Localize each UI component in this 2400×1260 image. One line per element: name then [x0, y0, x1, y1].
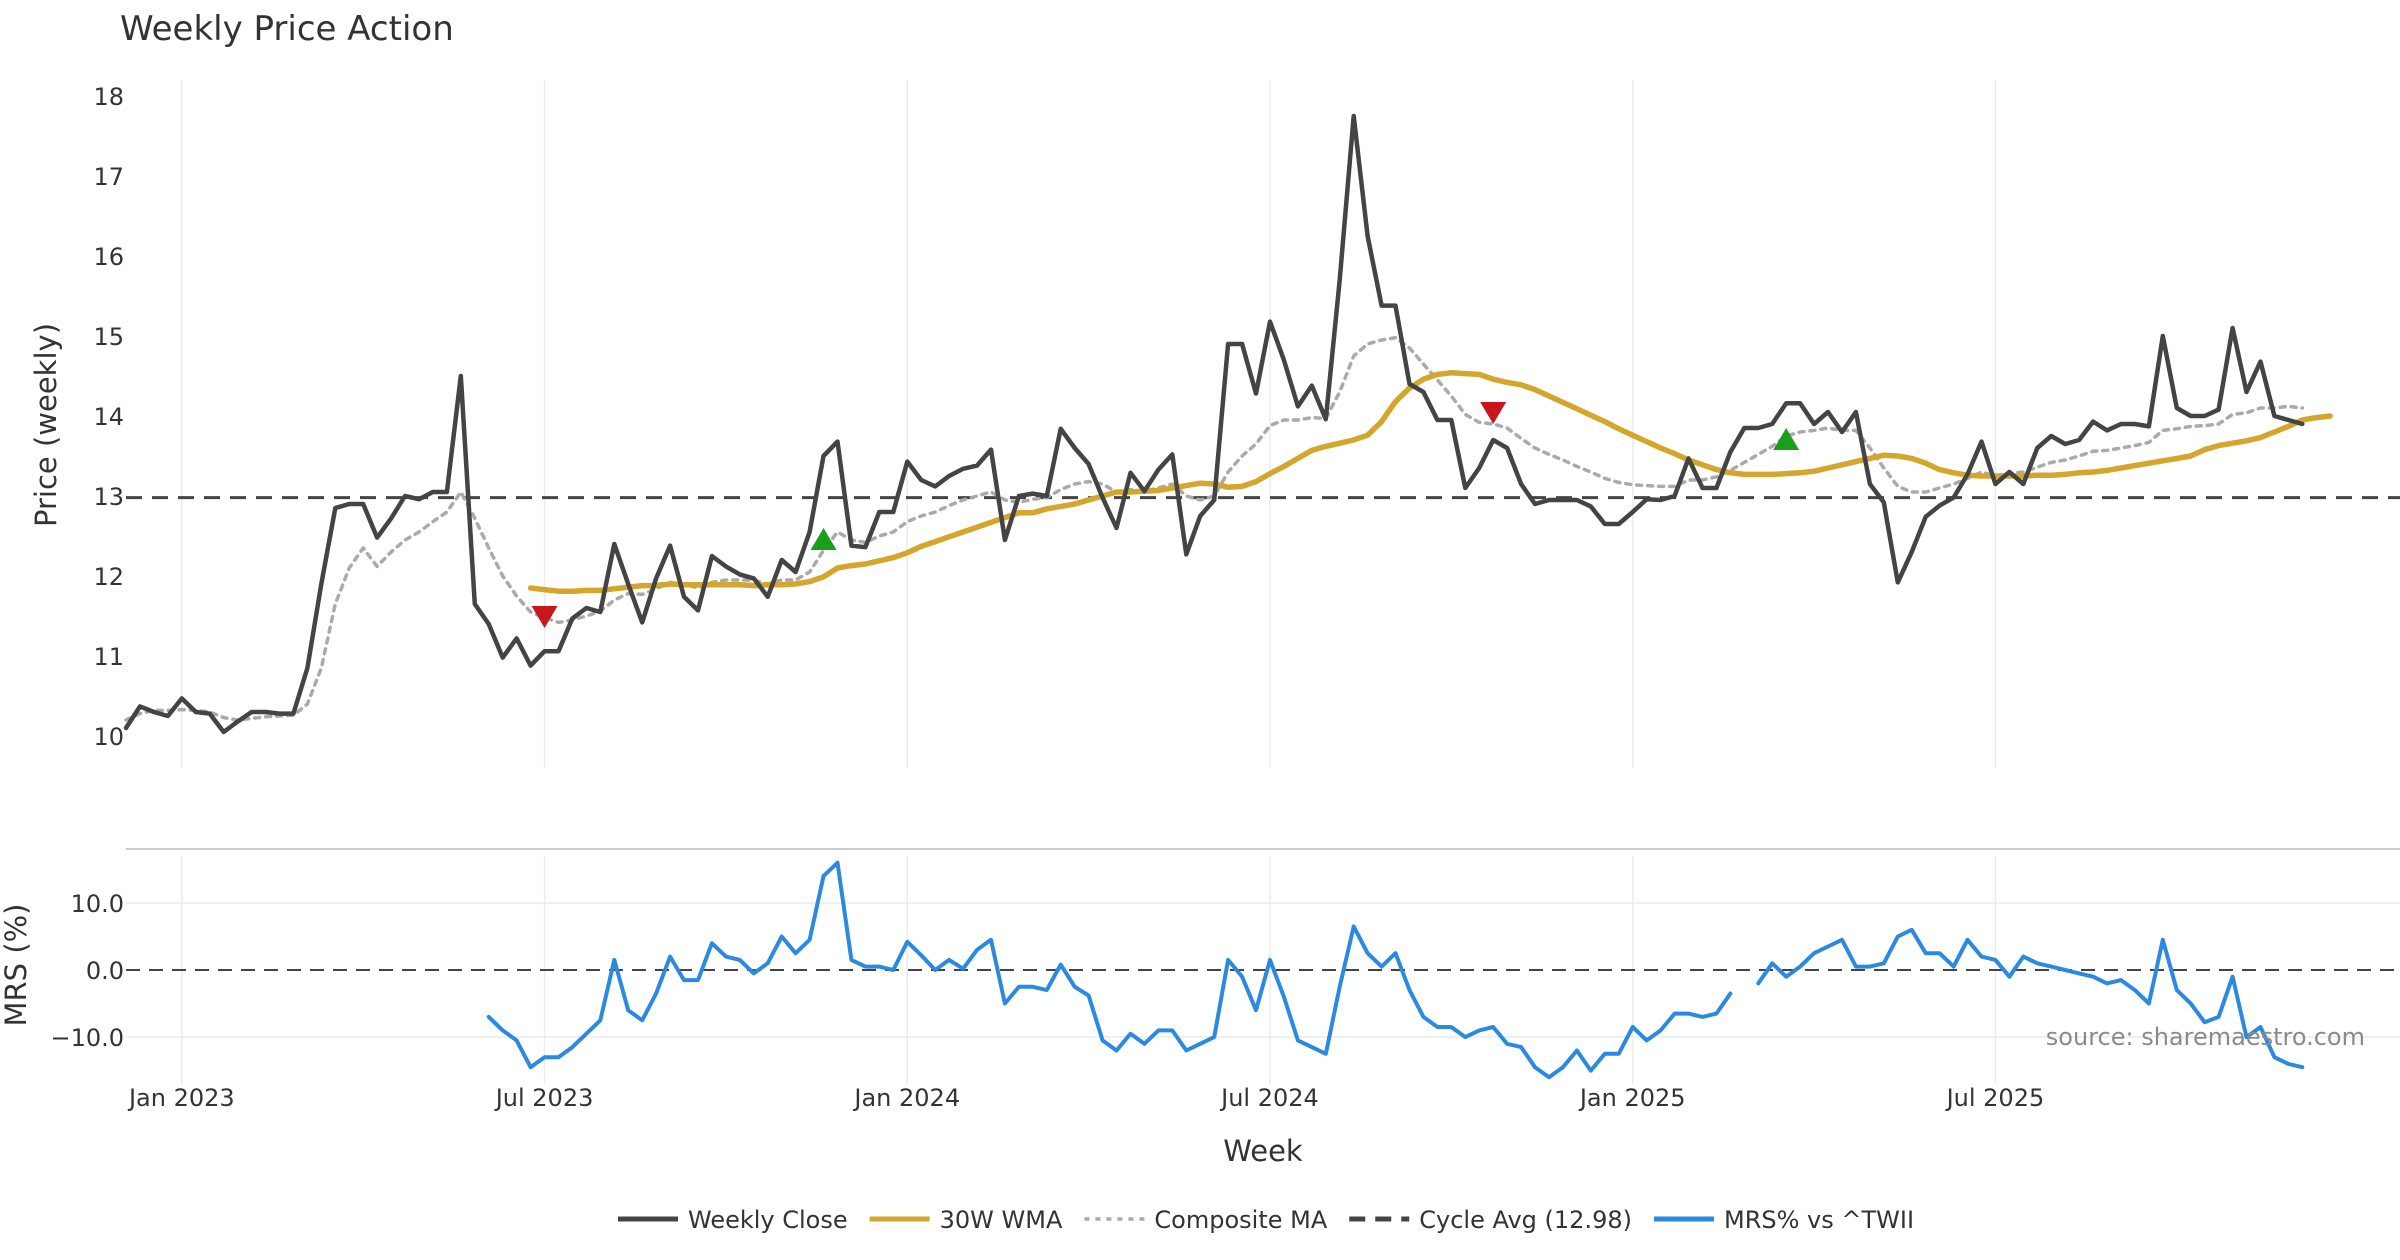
- legend-composite-ma: Composite MA: [1084, 1206, 1328, 1234]
- price-grid: [181, 80, 1997, 768]
- chart-title: Weekly Price Action: [120, 9, 454, 49]
- legend-label: MRS% vs ^TWII: [1724, 1206, 1914, 1234]
- price-y-tick-label: 11: [93, 643, 124, 671]
- price-y-tick-label: 10: [93, 723, 124, 751]
- buy-signal-marker: [810, 528, 837, 550]
- legend-label: Weekly Close: [688, 1206, 848, 1234]
- signal-markers: [531, 402, 1800, 628]
- price-y-ticks: 10 11 12 13 14 15 16 17 18: [93, 83, 124, 751]
- source-attribution: source: sharemaestro.com: [2046, 1023, 2365, 1051]
- mrs-y-tick-label: 10.0: [71, 890, 124, 918]
- mrs-grid: [126, 856, 2400, 1084]
- x-axis-label: Week: [1223, 1134, 1303, 1168]
- x-tick-label: Jan 2023: [127, 1084, 235, 1112]
- price-y-tick-label: 17: [93, 163, 124, 191]
- legend-cycle-avg: Cycle Avg (12.98): [1349, 1206, 1632, 1234]
- mrs-line: [1756, 927, 2305, 1070]
- legend-label: Cycle Avg (12.98): [1419, 1206, 1632, 1234]
- x-ticks: Jan 2023 Jul 2023 Jan 2024 Jul 2024 Jan 2025…: [127, 1084, 2044, 1112]
- buy-signal-marker: [1773, 428, 1800, 450]
- price-y-axis-label: Price (weekly): [29, 323, 63, 527]
- wma-30w-line: [527, 370, 2333, 594]
- legend-label: Composite MA: [1154, 1206, 1327, 1234]
- x-tick-label: Jul 2023: [494, 1084, 594, 1112]
- price-y-tick-label: 18: [93, 83, 124, 111]
- legend-mrs: MRS% vs ^TWII: [1653, 1206, 1914, 1234]
- x-tick-label: Jan 2025: [1578, 1084, 1686, 1112]
- x-tick-label: Jul 2025: [1945, 1084, 2045, 1112]
- legend-weekly-close: Weekly Close: [618, 1206, 848, 1234]
- sell-signal-marker: [1480, 402, 1507, 424]
- price-series: [123, 113, 2400, 735]
- mrs-y-axis-label: MRS (%): [0, 904, 33, 1027]
- price-y-tick-label: 15: [93, 323, 124, 351]
- legend-label: 30W WMA: [940, 1206, 1063, 1234]
- price-y-tick-label: 14: [93, 403, 124, 431]
- x-tick-label: Jul 2024: [1219, 1084, 1319, 1112]
- sell-signal-marker: [531, 606, 558, 628]
- mrs-y-ticks: 10.0 0.0 −10.0: [50, 890, 124, 1052]
- mrs-series: [486, 860, 2305, 1080]
- mrs-line: [486, 860, 1733, 1080]
- mrs-y-tick-label: −10.0: [50, 1024, 124, 1052]
- x-tick-label: Jan 2024: [852, 1084, 960, 1112]
- weekly-close-line: [123, 113, 2305, 735]
- price-y-tick-label: 13: [93, 483, 124, 511]
- legend: Weekly Close 30W WMA Composite MA Cycle Avg…: [618, 1206, 1914, 1234]
- mrs-y-tick-label: 0.0: [86, 957, 124, 985]
- composite-ma-line: [124, 335, 2305, 722]
- price-y-tick-label: 12: [93, 563, 124, 591]
- price-y-tick-label: 16: [93, 243, 124, 271]
- legend-wma-30w: 30W WMA: [869, 1206, 1063, 1234]
